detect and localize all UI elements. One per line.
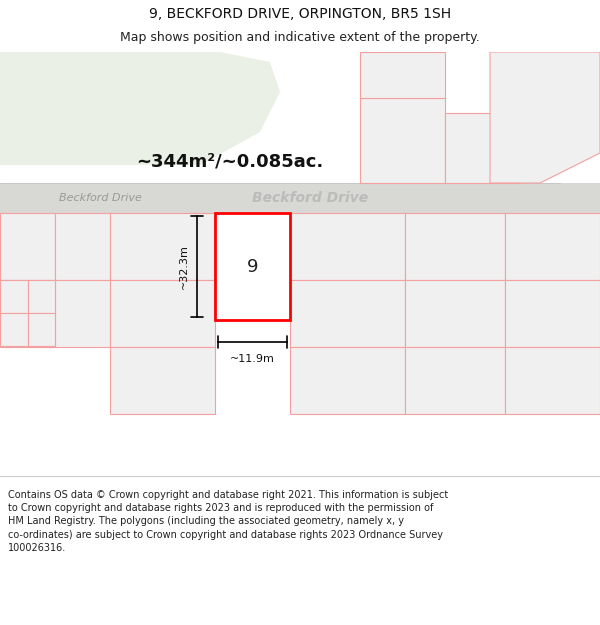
Bar [0,213,55,280]
Text: 9, BECKFORD DRIVE, ORPINGTON, BR5 1SH: 9, BECKFORD DRIVE, ORPINGTON, BR5 1SH [149,7,451,21]
Text: Beckford Drive: Beckford Drive [252,191,368,205]
Bar [405,347,505,414]
Bar [55,213,110,280]
Bar [290,347,405,414]
Bar [505,280,600,347]
Text: Contains OS data © Crown copyright and database right 2021. This information is : Contains OS data © Crown copyright and d… [8,490,448,552]
Text: Beckford Drive: Beckford Drive [59,193,142,203]
Bar [505,213,600,280]
Bar [0,280,55,347]
Bar [0,183,600,213]
Bar [405,213,505,280]
Text: 9: 9 [247,258,258,276]
Bar [505,347,600,414]
Bar [0,280,28,313]
Text: ~32.3m: ~32.3m [179,244,189,289]
Bar [215,213,290,320]
Bar [55,280,110,347]
Text: ~344m²/~0.085ac.: ~344m²/~0.085ac. [136,153,323,171]
Bar [405,280,505,347]
Bar [290,213,405,280]
Text: ~11.9m: ~11.9m [230,354,275,364]
Polygon shape [490,52,600,183]
Bar [445,113,520,183]
Bar [110,280,215,347]
Bar [0,313,28,346]
Polygon shape [360,52,445,98]
Bar [110,347,215,414]
Polygon shape [0,52,280,165]
Polygon shape [480,183,600,213]
Bar [110,213,215,280]
Bar [28,313,55,346]
Bar [28,280,55,313]
Text: Map shows position and indicative extent of the property.: Map shows position and indicative extent… [120,31,480,44]
Bar [290,280,405,347]
Bar [360,98,445,183]
